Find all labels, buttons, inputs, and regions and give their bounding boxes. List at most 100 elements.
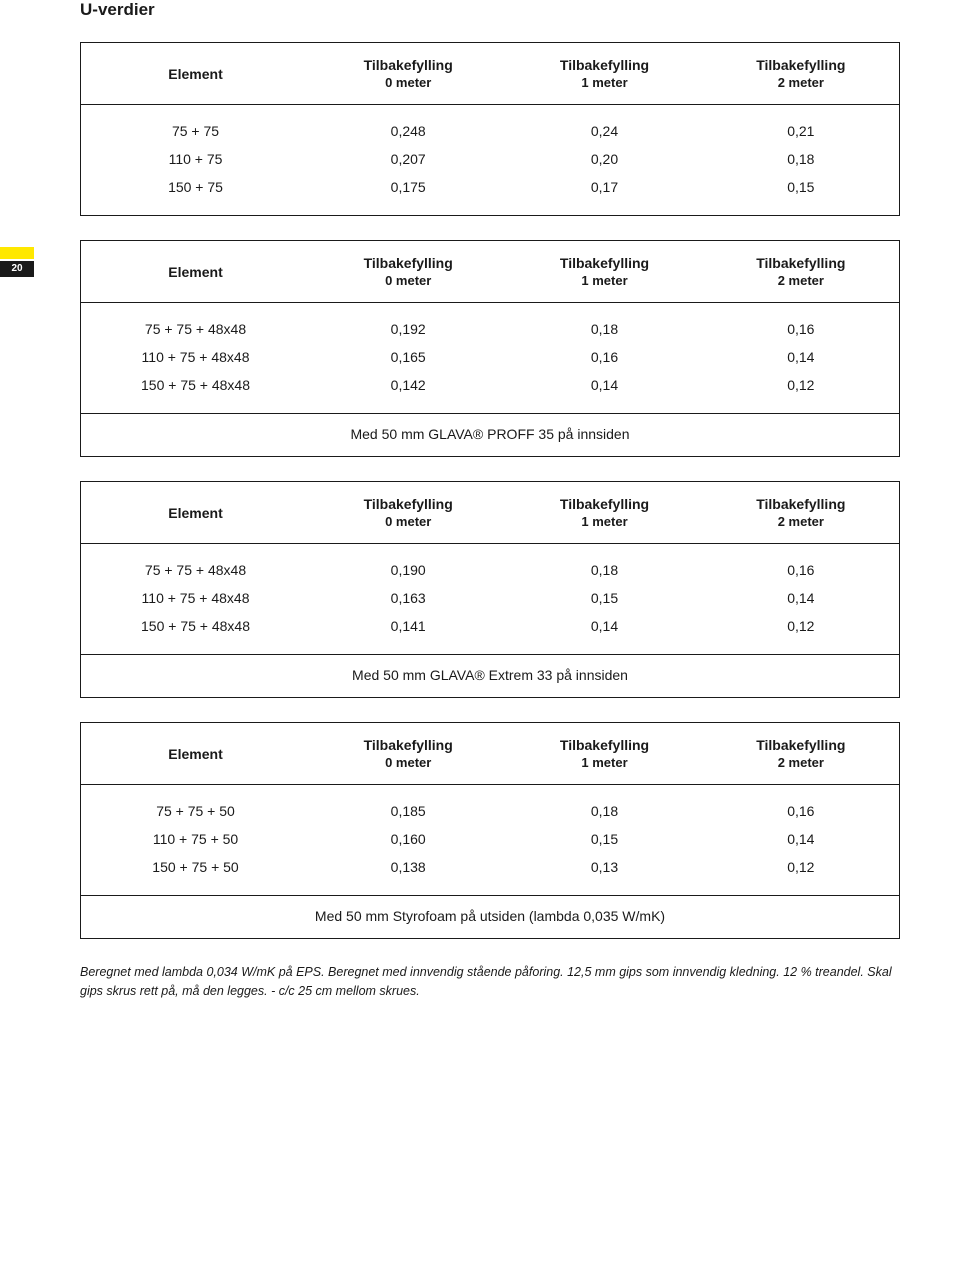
u-value-table-3: Element Tilbakefylling 0 meter Tilbakefyl… (81, 482, 899, 697)
cell-v2: 0,14 (703, 343, 899, 371)
col-fill-word: Tilbakefylling (364, 255, 453, 271)
page: U-verdier Element Tilbakefylling 0 meter … (0, 0, 960, 1031)
col-element-label: Element (168, 66, 222, 82)
cell-v2: 0,16 (703, 544, 899, 585)
cell-element: 110 + 75 + 50 (81, 825, 310, 853)
cell-v0: 0,207 (310, 145, 506, 173)
col-fill-1-sub: 1 meter (524, 514, 684, 529)
footnote: Beregnet med lambda 0,034 W/mK på EPS. B… (80, 963, 900, 1001)
col-element: Element (81, 482, 310, 544)
table-row: 150 + 75 0,175 0,17 0,15 (81, 173, 899, 215)
cell-v0: 0,160 (310, 825, 506, 853)
col-fill-1: Tilbakefylling 1 meter (506, 43, 702, 105)
cell-v0: 0,142 (310, 371, 506, 414)
cell-v2: 0,12 (703, 371, 899, 414)
col-fill-2: Tilbakefylling 2 meter (703, 482, 899, 544)
cell-v0: 0,192 (310, 303, 506, 344)
cell-element: 75 + 75 + 50 (81, 785, 310, 826)
cell-element: 150 + 75 + 48x48 (81, 612, 310, 655)
cell-v0: 0,165 (310, 343, 506, 371)
col-fill-2-sub: 2 meter (721, 273, 881, 288)
col-element-label: Element (168, 264, 222, 280)
col-element-label: Element (168, 746, 222, 762)
u-value-table-2-wrap: Element Tilbakefylling 0 meter Tilbakefyl… (80, 240, 900, 457)
col-fill-1: Tilbakefylling 1 meter (506, 482, 702, 544)
cell-element: 75 + 75 + 48x48 (81, 303, 310, 344)
col-element: Element (81, 723, 310, 785)
table-row: 75 + 75 + 48x48 0,192 0,18 0,16 (81, 303, 899, 344)
page-number: 20 (0, 261, 34, 277)
cell-v0: 0,175 (310, 173, 506, 215)
cell-v0: 0,138 (310, 853, 506, 896)
col-element: Element (81, 241, 310, 303)
cell-v0: 0,163 (310, 584, 506, 612)
table-caption: Med 50 mm Styrofoam på utsiden (lambda 0… (81, 896, 899, 939)
col-fill-0-sub: 0 meter (328, 273, 488, 288)
col-element: Element (81, 43, 310, 105)
col-fill-word: Tilbakefylling (560, 737, 649, 753)
col-fill-2-sub: 2 meter (721, 755, 881, 770)
table-row: 75 + 75 + 50 0,185 0,18 0,16 (81, 785, 899, 826)
page-sidebar: 20 (0, 247, 34, 277)
col-fill-word: Tilbakefylling (756, 57, 845, 73)
col-fill-1-sub: 1 meter (524, 273, 684, 288)
cell-element: 110 + 75 (81, 145, 310, 173)
col-fill-word: Tilbakefylling (756, 255, 845, 271)
table-row: 110 + 75 + 48x48 0,165 0,16 0,14 (81, 343, 899, 371)
cell-v1: 0,18 (506, 785, 702, 826)
u-value-table-4: Element Tilbakefylling0 meter Tilbakefyl… (81, 723, 899, 938)
cell-v2: 0,15 (703, 173, 899, 215)
table-row: 150 + 75 + 50 0,138 0,13 0,12 (81, 853, 899, 896)
cell-v2: 0,12 (703, 612, 899, 655)
cell-v2: 0,21 (703, 105, 899, 146)
table-row: 150 + 75 + 48x48 0,142 0,14 0,12 (81, 371, 899, 414)
col-fill-0-sub: 0 meter (328, 755, 488, 770)
col-fill-0-sub: 0 meter (328, 514, 488, 529)
cell-v2: 0,12 (703, 853, 899, 896)
cell-element: 150 + 75 (81, 173, 310, 215)
cell-element: 75 + 75 (81, 105, 310, 146)
cell-v1: 0,15 (506, 825, 702, 853)
col-fill-word: Tilbakefylling (756, 737, 845, 753)
col-fill-1: Tilbakefylling 1 meter (506, 241, 702, 303)
col-fill-word: Tilbakefylling (756, 496, 845, 512)
cell-element: 110 + 75 + 48x48 (81, 584, 310, 612)
col-fill-2: Tilbakefylling 2 meter (703, 723, 899, 785)
cell-v1: 0,14 (506, 371, 702, 414)
table-caption: Med 50 mm GLAVA® Extrem 33 på innsiden (81, 655, 899, 698)
col-fill-2-sub: 2 meter (721, 514, 881, 529)
col-fill-2: Tilbakefylling2 meter (703, 43, 899, 105)
col-fill-word: Tilbakefylling (560, 57, 649, 73)
table-row: 110 + 75 + 48x48 0,163 0,15 0,14 (81, 584, 899, 612)
table-row: 110 + 75 + 50 0,160 0,15 0,14 (81, 825, 899, 853)
u-value-table-3-wrap: Element Tilbakefylling 0 meter Tilbakefyl… (80, 481, 900, 698)
col-fill-1-sub: 1 meter (524, 755, 684, 770)
col-fill-0: Tilbakefylling0 meter (310, 43, 506, 105)
col-element-label: Element (168, 505, 222, 521)
col-fill-1: Tilbakefylling 1 meter (506, 723, 702, 785)
cell-v1: 0,14 (506, 612, 702, 655)
cell-v1: 0,15 (506, 584, 702, 612)
col-fill-0: Tilbakefylling0 meter (310, 723, 506, 785)
col-fill-0: Tilbakefylling 0 meter (310, 482, 506, 544)
table-row: 110 + 75 0,207 0,20 0,18 (81, 145, 899, 173)
cell-v0: 0,185 (310, 785, 506, 826)
col-fill-1-sub: 1 meter (524, 75, 684, 90)
cell-v0: 0,248 (310, 105, 506, 146)
table-row: 75 + 75 0,248 0,24 0,21 (81, 105, 899, 146)
cell-v1: 0,24 (506, 105, 702, 146)
cell-v0: 0,141 (310, 612, 506, 655)
col-fill-word: Tilbakefylling (364, 496, 453, 512)
cell-element: 150 + 75 + 50 (81, 853, 310, 896)
col-fill-0-sub: 0 meter (328, 75, 488, 90)
col-fill-word: Tilbakefylling (560, 255, 649, 271)
cell-v1: 0,13 (506, 853, 702, 896)
page-title: U-verdier (80, 0, 910, 20)
cell-v2: 0,16 (703, 785, 899, 826)
cell-v1: 0,17 (506, 173, 702, 215)
cell-v1: 0,18 (506, 544, 702, 585)
col-fill-0: Tilbakefylling 0 meter (310, 241, 506, 303)
cell-v2: 0,16 (703, 303, 899, 344)
cell-v2: 0,14 (703, 825, 899, 853)
col-fill-word: Tilbakefylling (560, 496, 649, 512)
